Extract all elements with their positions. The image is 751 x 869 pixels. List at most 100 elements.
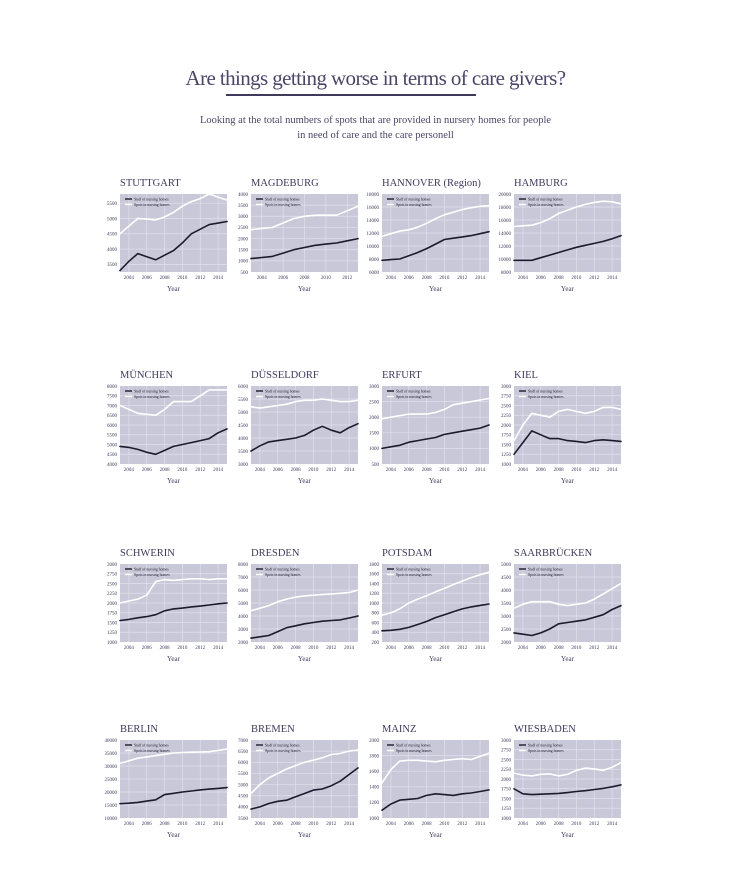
x-tick-label: 2014: [213, 822, 224, 827]
x-tick-label: 2008: [160, 822, 171, 827]
y-tick-label: 3500: [107, 263, 118, 268]
legend-label: Staff of nursing homes: [134, 198, 169, 202]
legend-label: Spots in nursing homes: [265, 573, 301, 577]
x-tick-label: 2012: [195, 822, 206, 827]
y-tick-label: 4500: [107, 453, 118, 458]
y-tick-label: 3000: [238, 463, 249, 468]
y-tick-label: 2000: [238, 237, 249, 242]
y-tick-label: 5000: [238, 411, 249, 416]
legend-label: Staff of nursing homes: [528, 744, 563, 748]
series-line-spots: [250, 749, 359, 795]
x-tick-label: 2010: [308, 822, 319, 827]
x-tick-label: 2012: [195, 646, 206, 651]
y-tick-label: 4000: [107, 463, 118, 468]
x-tick-label: 2006: [278, 276, 289, 281]
x-tick-label: 2014: [475, 646, 486, 651]
series-line-spots: [119, 748, 228, 765]
plot-background: [382, 740, 489, 818]
y-tick-label: 12000: [367, 232, 380, 237]
chart-title: MAGDEBURG: [251, 178, 319, 189]
chart-title: ERFURT: [382, 370, 422, 381]
y-tick-label: 40000: [105, 739, 118, 744]
legend-label: Staff of nursing homes: [528, 568, 563, 572]
y-tick-label: 2500: [501, 404, 512, 409]
y-tick-label: 1750: [107, 612, 118, 617]
y-tick-label: 1750: [501, 788, 512, 793]
y-tick-label: 5500: [107, 202, 118, 207]
x-axis-label: Year: [429, 285, 443, 293]
subtitle-line-1: Looking at the total numbers of spots th…: [199, 115, 552, 126]
x-tick-label: 2008: [422, 468, 433, 473]
chart-panel: MAINZ 1000 1200 1400 1600 1800 2000 2004 2006 200…: [369, 724, 490, 839]
x-tick-label: 2006: [536, 276, 547, 281]
y-tick-label: 14000: [367, 219, 380, 224]
x-tick-label: 2006: [404, 468, 415, 473]
y-tick-label: 8000: [369, 258, 380, 263]
x-tick-label: 2014: [344, 822, 355, 827]
series-line-spots: [513, 582, 622, 610]
series-line-spots: [381, 204, 490, 238]
x-tick-label: 2014: [607, 646, 618, 651]
x-tick-label: 2010: [571, 468, 582, 473]
x-tick-label: 2008: [422, 646, 433, 651]
series-line-spots: [119, 577, 228, 604]
legend-label: Spots in nursing homes: [528, 395, 564, 399]
y-tick-label: 1000: [107, 641, 118, 646]
legend-label: Staff of nursing homes: [265, 198, 300, 202]
y-tick-label: 2250: [501, 768, 512, 773]
x-tick-label: 2014: [607, 276, 618, 281]
x-tick-label: 2014: [475, 468, 486, 473]
series-line-staff: [250, 767, 359, 810]
x-tick-label: 2014: [344, 646, 355, 651]
x-tick-label: 2010: [439, 646, 450, 651]
series-line-staff: [381, 603, 490, 632]
y-tick-label: 1250: [501, 807, 512, 812]
chart-panel: POTSDAM 200 400 600 800 1000 1200 1400 1600 1800 2…: [369, 548, 490, 663]
series-line-staff: [119, 786, 228, 805]
legend-label: Spots in nursing homes: [265, 749, 301, 753]
y-tick-label: 1500: [501, 443, 512, 448]
chart-title: HANNOVER (Region): [382, 178, 481, 189]
x-tick-label: 2008: [554, 646, 565, 651]
legend-label: Spots in nursing homes: [265, 203, 301, 207]
y-tick-label: 600: [372, 621, 380, 626]
series-line-staff: [513, 784, 622, 796]
x-tick-label: 2006: [404, 646, 415, 651]
series-line-staff: [250, 422, 359, 452]
x-axis-label: Year: [429, 831, 443, 839]
x-tick-label: 2004: [255, 468, 266, 473]
y-tick-label: 200: [372, 641, 380, 646]
x-axis-label: Year: [298, 285, 312, 293]
series-line-staff: [513, 430, 622, 456]
y-tick-label: 25000: [105, 778, 118, 783]
y-tick-label: 5500: [107, 434, 118, 439]
x-axis-label: Year: [298, 477, 312, 485]
x-tick-label: 2010: [439, 276, 450, 281]
x-tick-label: 2006: [142, 646, 153, 651]
y-tick-label: 1000: [369, 817, 380, 822]
x-tick-label: 2010: [571, 822, 582, 827]
chart-title: DÜSSELDORF: [251, 369, 319, 381]
x-tick-label: 2010: [177, 822, 188, 827]
y-tick-label: 3000: [369, 385, 380, 390]
x-tick-label: 2010: [308, 468, 319, 473]
x-tick-label: 2010: [321, 276, 332, 281]
y-tick-label: 4000: [238, 615, 249, 620]
x-axis-label: Year: [167, 477, 181, 485]
y-tick-label: 1750: [501, 434, 512, 439]
x-axis-label: Year: [298, 655, 312, 663]
y-tick-label: 12000: [499, 245, 512, 250]
y-tick-label: 7000: [238, 739, 249, 744]
legend-label: Spots in nursing homes: [528, 749, 564, 753]
y-tick-label: 6000: [238, 761, 249, 766]
legend-label: Staff of nursing homes: [134, 568, 169, 572]
legend-label: Spots in nursing homes: [134, 395, 170, 399]
x-tick-label: 2012: [326, 646, 337, 651]
